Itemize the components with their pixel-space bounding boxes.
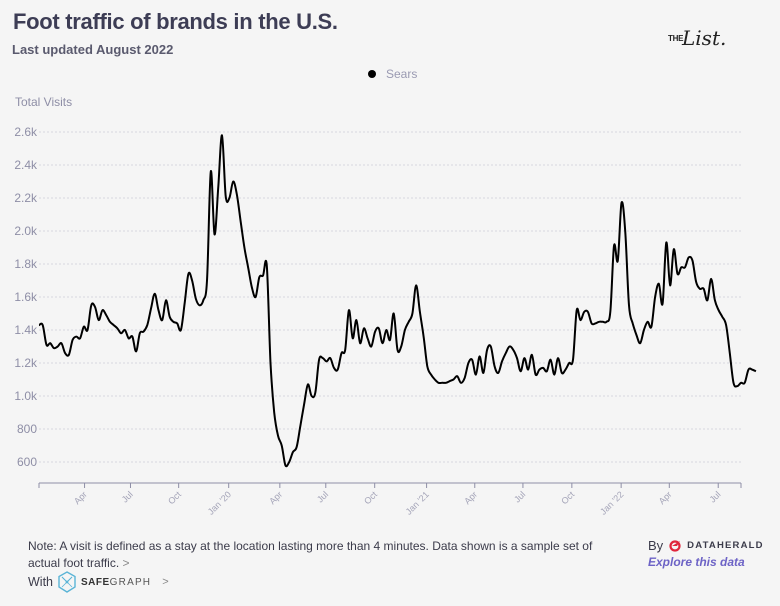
x-tick-label: Jan '21 [404,489,431,516]
safegraph-logo-icon [58,571,76,593]
series-line-sears[interactable] [38,134,757,468]
x-axis: Apr Jul Oct Jan '20 Apr Jul Oct Jan '21 Apr Jul Oc… [38,482,742,517]
x-tick-label: Oct [362,489,379,506]
y-tick-label: 1.4k [14,323,38,337]
with-label: With [28,575,53,589]
y-tick-label: 2.0k [14,224,38,238]
x-tick-label: Jul [707,489,722,504]
y-tick-label: 2.2k [14,191,38,205]
logo-the-text: THE [668,34,684,43]
x-tick-label: Apr [267,489,284,506]
footnote-chevron-icon[interactable]: > [122,556,130,570]
x-tick-label: Oct [559,489,576,506]
y-tick-label: 1.6k [14,290,38,304]
x-tick-label: Jul [512,489,527,504]
y-tick-label: 1.2k [14,356,38,370]
x-tick-label: Jul [120,489,135,504]
legend[interactable]: Sears [368,67,417,81]
y-tick-label: 1.0k [14,389,38,403]
y-tick-label: 2.4k [14,158,38,172]
the-list-logo: THE List. [666,26,736,54]
dataherald-wordmark: DATAHERALD [687,540,764,551]
safegraph-chevron-icon[interactable]: > [162,576,169,588]
footnote: Note: A visit is defined as a stay at th… [28,538,618,572]
y-tick-label: 1.8k [14,257,38,271]
x-tick-label: Apr [462,489,479,506]
y-axis-ticks: 600 800 1.0k 1.2k 1.4k 1.6k 1.8k 2.0k 2.2k 2.4k 2.… [14,125,38,469]
x-tick-label: Oct [166,489,183,506]
footnote-text: Note: A visit is defined as a stay at th… [28,539,593,570]
chart-subtitle: Last updated August 2022 [12,42,174,57]
legend-marker-icon [368,70,376,78]
by-label: By [648,538,664,553]
line-chart[interactable]: 600 800 1.0k 1.2k 1.4k 1.6k 1.8k 2.0k 2.2k 2.4k 2.… [0,0,780,530]
series-layer [38,134,757,468]
x-tick-label: Jul [315,489,330,504]
y-tick-label: 2.6k [14,125,38,139]
safegraph-wordmark: SAFEGRAPH [81,576,152,588]
y-tick-label: 600 [17,455,37,469]
x-tick-label: Apr [72,489,89,506]
logo-list-text: List. [682,26,727,50]
y-tick-label: 800 [17,422,37,436]
chart-title: Foot traffic of brands in the U.S. [13,9,338,34]
y-axis-title: Total Visits [15,95,73,109]
x-tick-label: Jan '22 [598,489,625,516]
legend-label-sears: Sears [386,67,418,81]
x-tick-label: Apr [657,489,674,506]
dataherald-logo-icon [669,539,681,552]
safegraph-credit[interactable]: With SAFEGRAPH > [28,571,169,593]
gridlines [39,131,741,463]
explore-data-link[interactable]: Explore this data [648,555,745,569]
dataherald-credit[interactable]: By DATAHERALD [648,538,764,553]
x-tick-label: Jan '20 [206,489,233,516]
